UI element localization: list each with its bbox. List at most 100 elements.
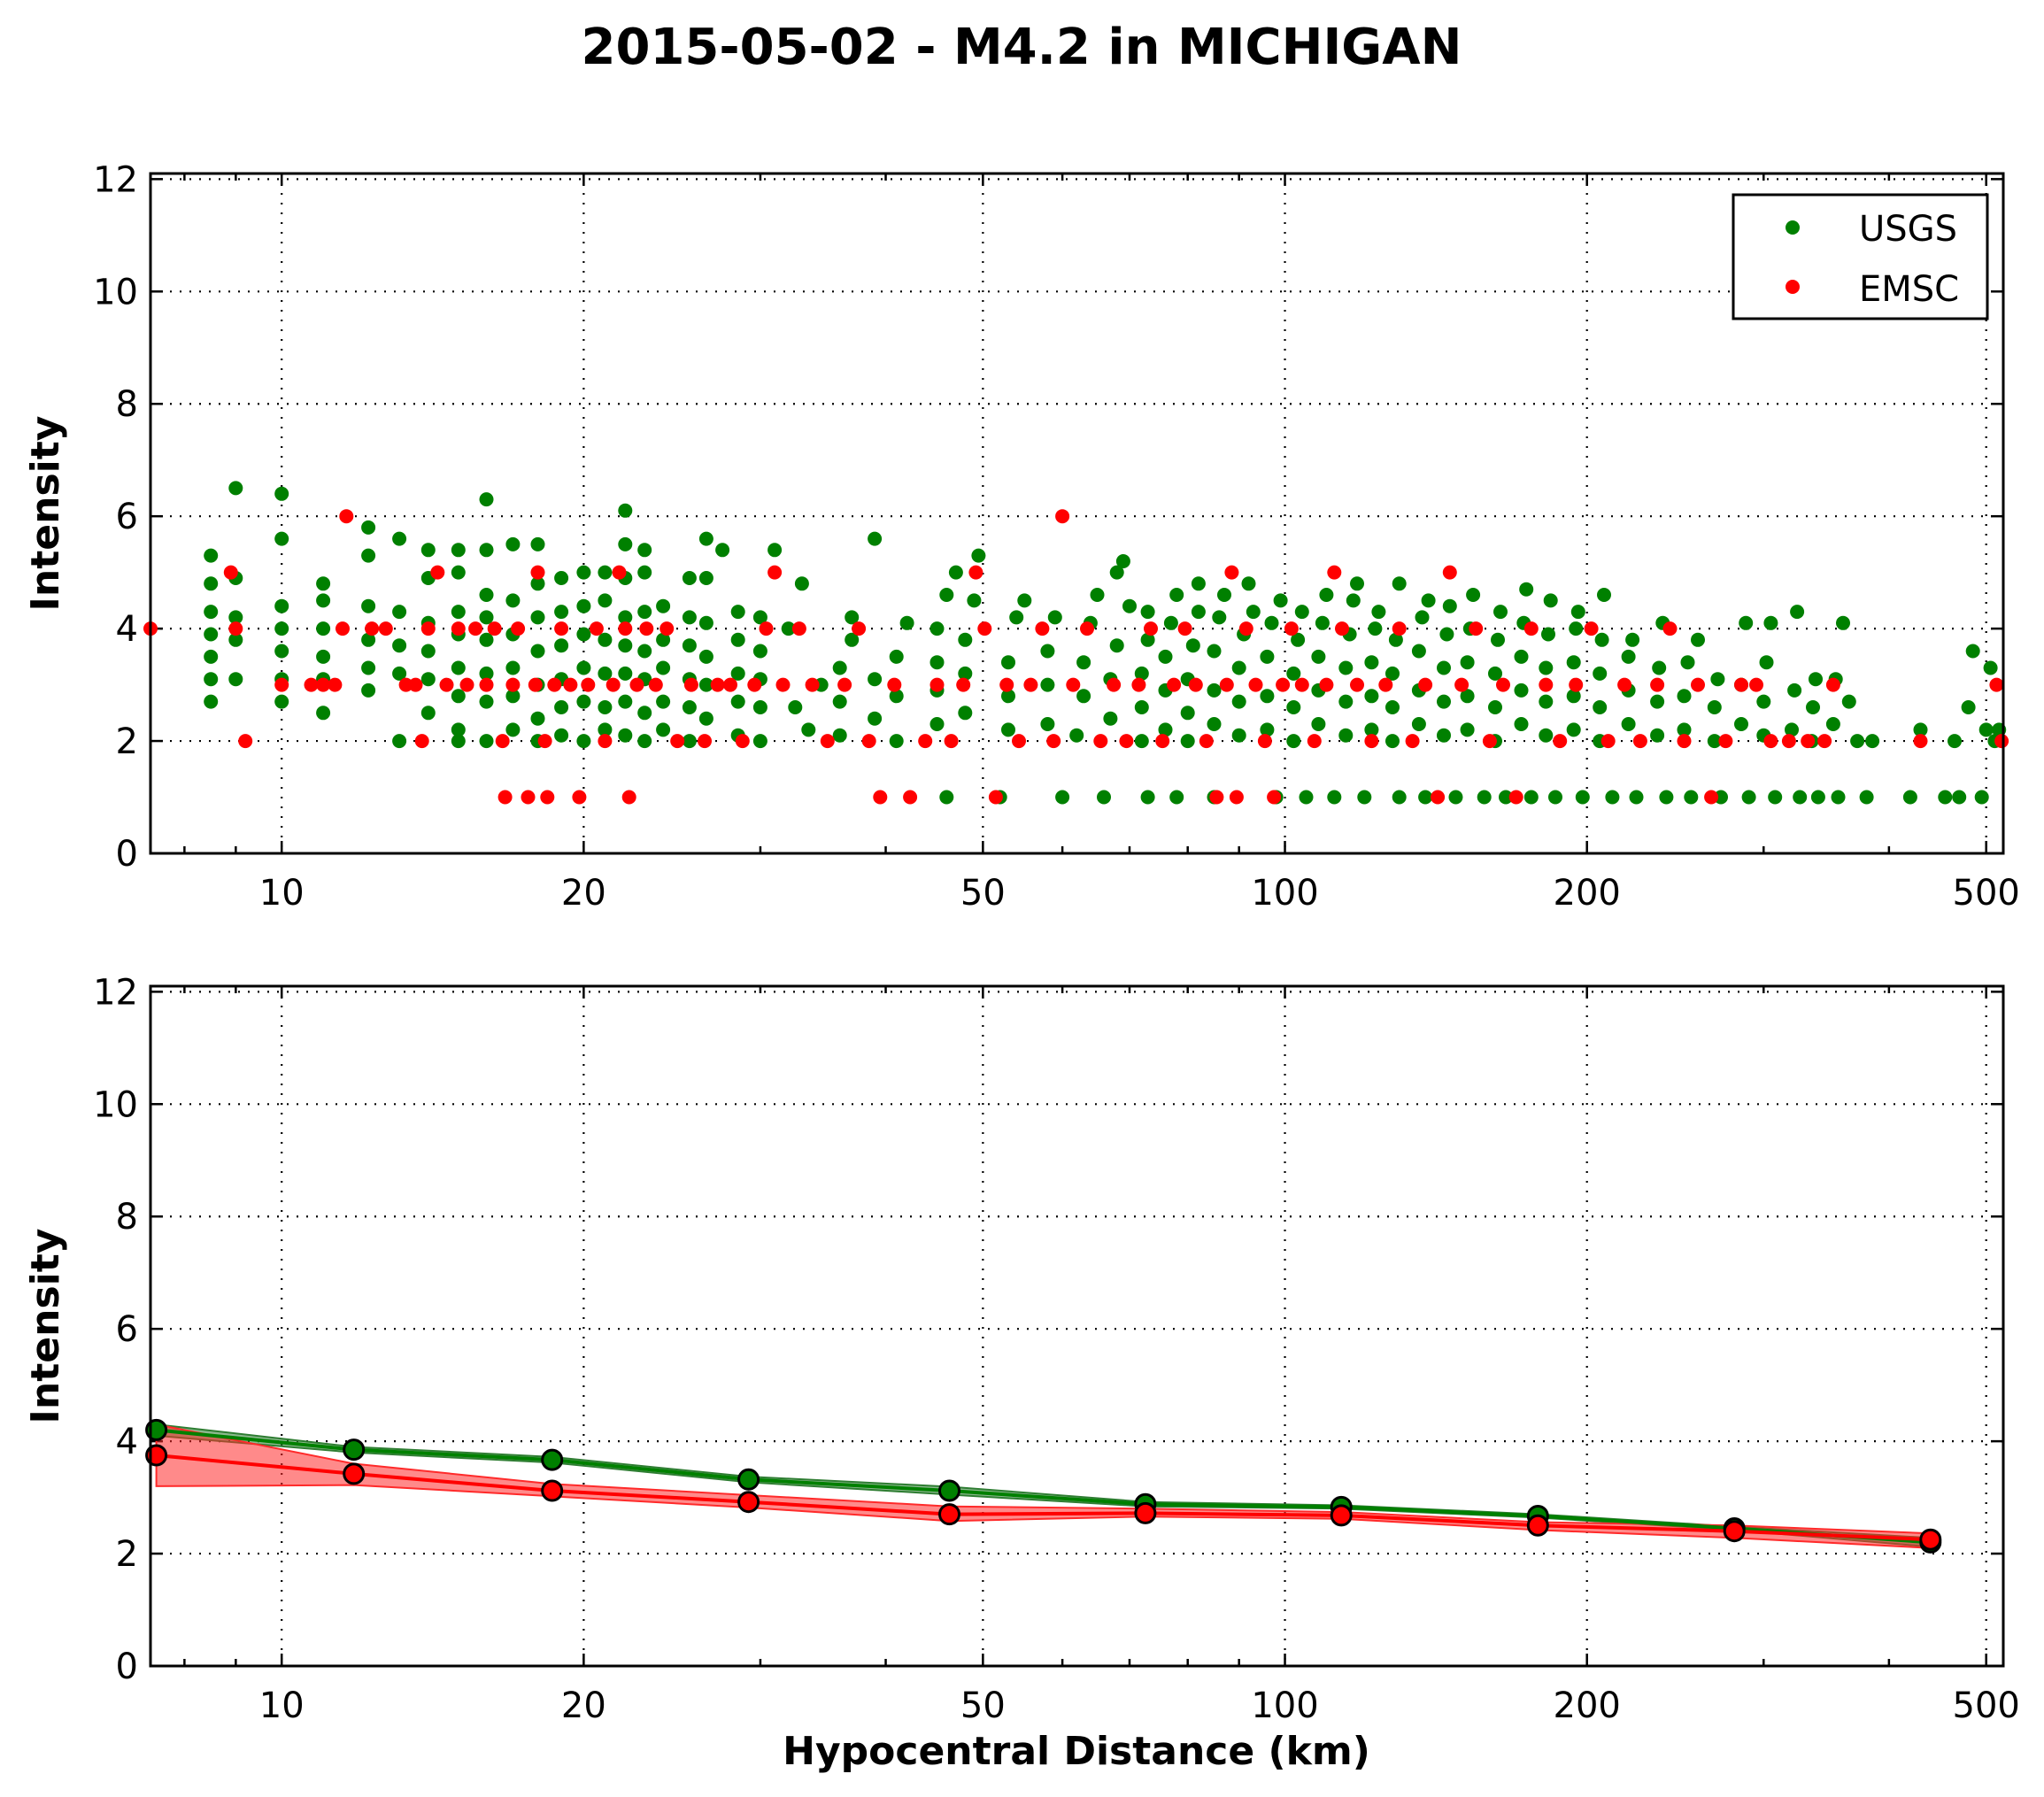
usgs-point — [554, 571, 569, 585]
emsc-point — [1913, 734, 1928, 749]
usgs-point — [576, 694, 591, 709]
usgs-point — [1652, 660, 1667, 675]
emsc-point — [1482, 734, 1497, 749]
emsc-point — [1632, 734, 1647, 749]
usgs-point — [1338, 660, 1354, 675]
usgs-point — [451, 660, 466, 675]
usgs-point — [801, 722, 816, 737]
usgs-point — [1134, 666, 1149, 681]
usgs-point — [530, 644, 545, 659]
usgs-point — [752, 610, 767, 625]
usgs-point — [451, 734, 466, 749]
emsc-point — [1046, 734, 1061, 749]
usgs-point — [1539, 728, 1554, 743]
usgs-point — [971, 548, 986, 563]
usgs-point — [1260, 649, 1275, 664]
usgs-point — [1368, 621, 1383, 636]
usgs-point — [1493, 605, 1508, 620]
usgs-point — [1246, 605, 1261, 620]
usgs-point — [1241, 576, 1256, 591]
emsc-point — [1378, 677, 1393, 692]
emsc-point — [820, 734, 835, 749]
usgs-point — [1539, 660, 1554, 675]
emsc-point — [1650, 677, 1665, 692]
usgs-point — [1055, 790, 1070, 805]
usgs-point — [1069, 728, 1084, 743]
emsc-point — [1224, 565, 1239, 580]
usgs-point — [1650, 694, 1665, 709]
usgs-point — [1364, 722, 1379, 737]
usgs-point — [598, 565, 613, 580]
usgs-point — [1294, 605, 1309, 620]
emsc-point — [459, 677, 474, 692]
emsc-point — [1119, 734, 1134, 749]
usgs-point — [682, 700, 697, 714]
usgs-point — [1477, 790, 1492, 805]
usgs-point — [1319, 588, 1334, 602]
usgs-point — [204, 548, 219, 563]
usgs-point — [316, 621, 331, 636]
usgs-point — [1040, 717, 1055, 731]
emsc-point — [1989, 677, 2004, 692]
usgs-point — [1825, 717, 1840, 731]
usgs-point — [1593, 666, 1608, 681]
usgs-point — [656, 598, 671, 613]
emsc-point — [1749, 677, 1763, 692]
usgs-point — [1418, 790, 1433, 805]
emsc-point — [944, 734, 959, 749]
emsc-point — [1167, 677, 1182, 692]
usgs-point — [1364, 655, 1379, 670]
emsc-point — [1508, 790, 1523, 805]
usgs-point — [1831, 790, 1846, 805]
scatter-x-tick-labels: 10 20 50 100 200 500 — [259, 873, 2020, 914]
usgs-point — [420, 706, 436, 721]
usgs-point — [1491, 632, 1505, 647]
usgs-point — [1385, 700, 1400, 714]
usgs-point — [1488, 700, 1502, 714]
usgs-point — [1415, 610, 1430, 625]
usgs-point — [598, 632, 613, 647]
usgs-point — [228, 481, 243, 496]
emsc-point — [605, 677, 621, 692]
emsc-point — [837, 677, 852, 692]
usgs-point — [479, 588, 494, 602]
usgs-point — [1097, 790, 1111, 805]
usgs-point — [598, 700, 613, 714]
usgs-point — [1850, 734, 1865, 749]
usgs-point — [1759, 655, 1774, 670]
usgs-point — [618, 610, 633, 625]
emsc-point — [759, 621, 774, 636]
usgs-point — [958, 706, 973, 721]
usgs-point — [1566, 689, 1581, 704]
usgs-point — [618, 666, 633, 681]
usgs-point — [1593, 700, 1608, 714]
usgs-point — [479, 543, 494, 558]
line-y-tick-label: 0 — [116, 1647, 138, 1687]
scatter-ticks — [150, 174, 2003, 855]
emsc-point — [1267, 790, 1282, 805]
usgs-point — [576, 565, 591, 580]
usgs-point — [1315, 615, 1330, 630]
emsc-point — [1405, 734, 1420, 749]
usgs-point — [730, 605, 745, 620]
usgs-point — [274, 531, 289, 546]
line-y-tick-label: 2 — [116, 1534, 138, 1575]
usgs-point — [788, 700, 803, 714]
emsc-point — [1177, 621, 1192, 636]
usgs-point — [1163, 615, 1178, 630]
usgs-point — [1913, 722, 1928, 737]
usgs-point — [1539, 694, 1554, 709]
usgs-point — [1659, 790, 1674, 805]
usgs-point — [1902, 790, 1917, 805]
scatter-y-tick-label: 6 — [116, 497, 138, 537]
usgs-point — [1207, 644, 1222, 659]
emsc-mean-marker — [1526, 1514, 1549, 1537]
scatter-y-tick-labels: 0 2 4 6 8 10 12 — [93, 159, 138, 875]
usgs-point — [1311, 717, 1326, 731]
usgs-point — [1677, 689, 1692, 704]
usgs-point — [479, 610, 494, 625]
usgs-point — [698, 711, 713, 726]
line-plot-frame — [149, 984, 2005, 1668]
usgs-point — [1566, 655, 1581, 670]
usgs-point — [1790, 605, 1805, 620]
